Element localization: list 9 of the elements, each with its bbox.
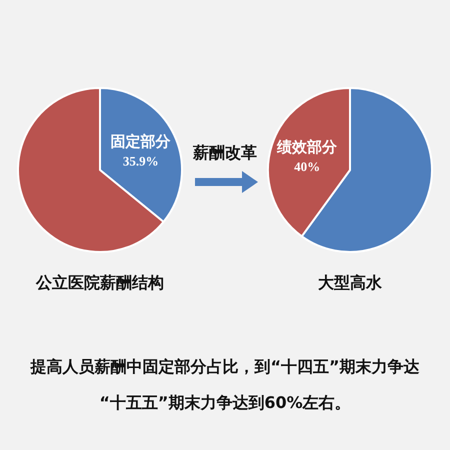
slice-label: 绩效部分 bbox=[276, 138, 338, 156]
text: 薪酬改革 bbox=[192, 143, 257, 162]
data-label: 35.9% bbox=[122, 154, 159, 169]
text: “十五五”期末力争达到60%左右。 bbox=[99, 393, 351, 412]
data-label: 40% bbox=[294, 159, 320, 174]
text: 大型高水 bbox=[318, 273, 383, 292]
text: 公立医院薪酬结构 bbox=[35, 273, 164, 292]
slice-label: 固定部分 bbox=[110, 132, 172, 151]
text: 提高人员薪酬中固定部分占比，到“十四五”期末力争达 bbox=[29, 357, 421, 376]
